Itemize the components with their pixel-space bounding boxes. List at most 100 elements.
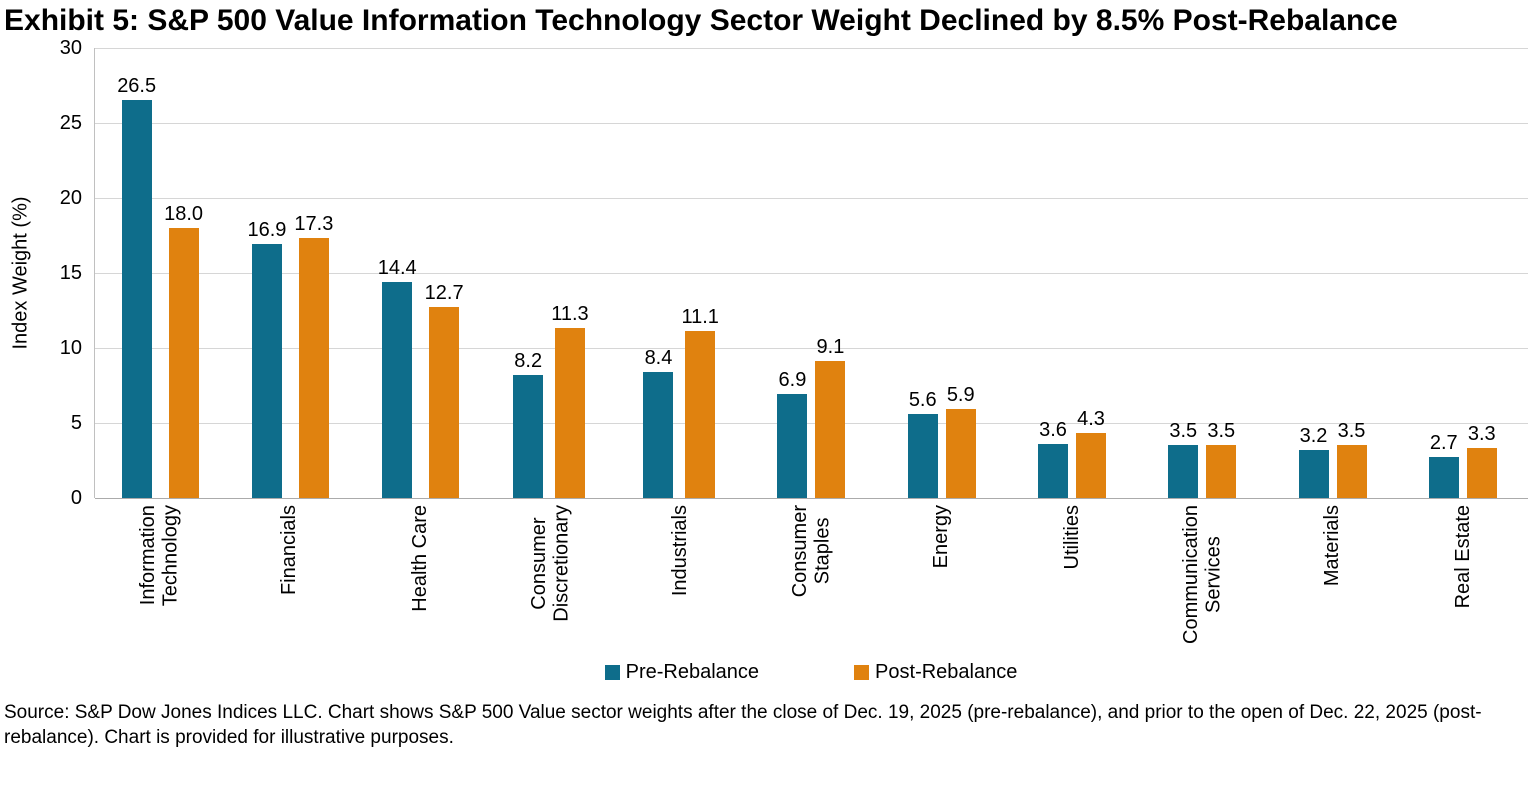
bar-value-label: 5.9: [946, 384, 975, 407]
bar-group: 6.9 9.1: [746, 48, 876, 498]
gridline-25: [95, 122, 1528, 124]
bar-value-label: 3.2: [1299, 424, 1328, 447]
bar-pre-rebalance: [1037, 443, 1068, 498]
x-label-cell: Real Estate: [1398, 498, 1528, 658]
legend-label: Pre-Rebalance: [625, 661, 760, 684]
bar-group: 3.6 4.3: [1007, 48, 1137, 498]
bar-pre-rebalance: [643, 371, 674, 498]
bar-post-rebalance: [1466, 448, 1497, 498]
bar-value-label: 3.6: [1039, 418, 1067, 441]
x-label-cell: Materials: [1267, 498, 1397, 658]
bar-value-label: 4.3: [1077, 408, 1105, 431]
y-axis-title: Index Weight (%): [9, 196, 32, 350]
bar-wrap: 3.3: [1466, 424, 1497, 498]
x-label-cell: Health Care: [355, 498, 485, 658]
gridline-15: [95, 272, 1528, 274]
bar-post-rebalance: [1336, 445, 1367, 498]
chart-area: Index Weight (%) 0 5 10 15 20 25 30 26.5 18.0 16…: [0, 37, 1528, 686]
bar-wrap: 26.5: [117, 76, 156, 498]
bar-value-label: 3.5: [1169, 420, 1198, 443]
bars-layer: 26.5 18.0 16.9 17.3 14.4 12.7 8.2 11.3 8.4 11.1 6.…: [95, 48, 1528, 498]
bar-group: 16.9 17.3: [225, 48, 355, 498]
y-tick-25: 25: [59, 111, 82, 134]
bar-value-label: 18.0: [164, 202, 204, 225]
bar-value-label: 12.7: [424, 282, 464, 305]
bar-group: 14.4 12.7: [356, 48, 486, 498]
bar-group: 2.7 3.3: [1398, 48, 1528, 498]
plot-column: 26.5 18.0 16.9 17.3 14.4 12.7 8.2 11.3 8.4 11.1 6.…: [94, 47, 1528, 686]
bar-wrap: 16.9: [247, 220, 286, 498]
x-axis-label: Industrials: [669, 504, 692, 596]
y-tick-10: 10: [59, 336, 82, 359]
x-axis-label: Energy: [930, 504, 953, 569]
x-label-cell: Utilities: [1007, 498, 1137, 658]
bar-wrap: 3.2: [1298, 424, 1329, 498]
bar-value-label: 3.5: [1337, 420, 1366, 443]
bar-group: 5.6 5.9: [877, 48, 1007, 498]
bar-wrap: 3.5: [1336, 420, 1367, 498]
bar-post-rebalance: [945, 409, 976, 498]
y-axis-title-column: Index Weight (%): [0, 48, 42, 498]
bar-wrap: 3.6: [1037, 418, 1068, 498]
bar-value-label: 14.4: [377, 256, 417, 279]
bar-wrap: 11.1: [681, 306, 719, 498]
x-axis-label: Consumer Staples: [788, 504, 833, 598]
bar-pre-rebalance: [777, 394, 808, 498]
bar-value-label: 11.3: [551, 303, 589, 326]
x-label-cell: Industrials: [615, 498, 745, 658]
bar-value-label: 11.1: [681, 306, 719, 329]
bar-pre-rebalance: [513, 374, 544, 498]
bar-value-label: 17.3: [294, 213, 334, 236]
bar-wrap: 5.9: [945, 384, 976, 498]
bar-wrap: 8.4: [643, 348, 674, 498]
x-axis-label: Materials: [1321, 504, 1344, 586]
x-label-cell: Information Technology: [94, 498, 224, 658]
x-label-cell: Energy: [876, 498, 1006, 658]
bar-pre-rebalance: [382, 281, 413, 498]
x-axis-label: Health Care: [408, 504, 431, 612]
exhibit-page: Exhibit 5: S&P 500 Value Information Tec…: [0, 2, 1528, 751]
y-tick-30: 30: [59, 36, 82, 59]
bar-group: 8.2 11.3: [486, 48, 616, 498]
bar-pre-rebalance: [121, 100, 152, 498]
y-tick-15: 15: [59, 261, 82, 284]
bar-wrap: 12.7: [425, 283, 464, 498]
legend-swatch: [604, 665, 620, 681]
bar-wrap: 3.5: [1168, 420, 1199, 498]
bar-pre-rebalance: [1168, 445, 1199, 498]
plot-area: 26.5 18.0 16.9 17.3 14.4 12.7 8.2 11.3 8.4 11.1 6.…: [94, 47, 1528, 499]
bar-wrap: 9.1: [815, 337, 846, 498]
bar-value-label: 3.5: [1207, 420, 1236, 443]
x-label-cell: Communication Services: [1137, 498, 1267, 658]
gridline-30: [95, 47, 1528, 49]
legend-swatch: [854, 665, 870, 681]
bar-value-label: 26.5: [117, 75, 157, 98]
legend-label: Post-Rebalance: [875, 661, 1018, 684]
y-tick-20: 20: [59, 186, 82, 209]
bar-post-rebalance: [1075, 433, 1106, 498]
bar-wrap: 3.5: [1206, 420, 1237, 498]
bar-group: 8.4 11.1: [616, 48, 746, 498]
y-tick-0: 0: [70, 486, 82, 509]
source-note: Source: S&P Dow Jones Indices LLC. Chart…: [4, 701, 1482, 749]
x-axis-line: [95, 497, 1528, 499]
bar-value-label: 8.2: [514, 349, 543, 372]
gridline-20: [95, 197, 1528, 199]
bar-wrap: 6.9: [777, 370, 808, 498]
bar-value-label: 16.9: [247, 219, 287, 242]
bar-group: 3.5 3.5: [1137, 48, 1267, 498]
bar-wrap: 8.2: [513, 349, 544, 498]
bar-pre-rebalance: [1298, 449, 1329, 498]
bar-post-rebalance: [815, 361, 846, 498]
x-label-cell: Financials: [224, 498, 354, 658]
x-label-cell: Consumer Discretionary: [485, 498, 615, 658]
legend-item-post-rebalance: Post-Rebalance: [854, 661, 1017, 684]
bar-pre-rebalance: [251, 244, 282, 498]
bar-wrap: 2.7: [1428, 433, 1459, 498]
bar-pre-rebalance: [907, 413, 938, 498]
y-tick-5: 5: [70, 411, 82, 434]
bar-wrap: 14.4: [378, 258, 417, 498]
x-axis-label: Real Estate: [1451, 504, 1474, 609]
bar-post-rebalance: [298, 238, 329, 498]
bar-wrap: 18.0: [164, 204, 203, 498]
